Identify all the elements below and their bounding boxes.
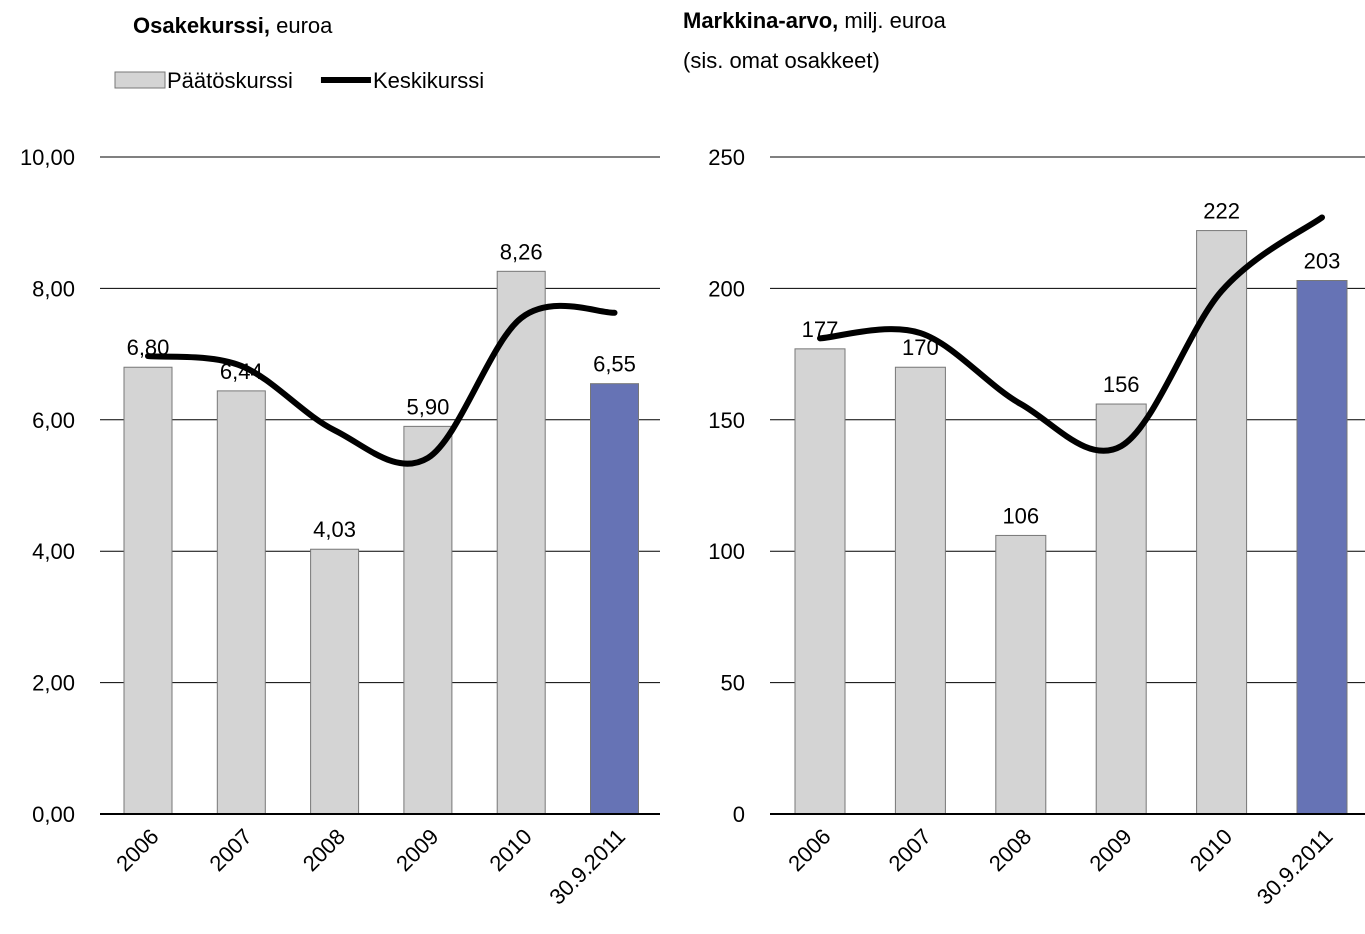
y-tick-label: 0 (733, 802, 745, 827)
y-tick-label: 0,00 (32, 802, 75, 827)
y-tick-label: 100 (708, 539, 745, 564)
data-label: 156 (1103, 372, 1140, 397)
y-tick-label: 150 (708, 408, 745, 433)
legend-label: Päätöskurssi (167, 68, 293, 93)
y-tick-label: 250 (708, 145, 745, 170)
y-tick-label: 10,00 (20, 145, 75, 170)
bar (1296, 280, 1348, 815)
x-tick-label: 2006 (111, 824, 163, 876)
x-tick-label: 2008 (298, 824, 350, 876)
bar (590, 383, 639, 815)
legend-swatch (114, 71, 166, 89)
y-tick-label: 6,00 (32, 408, 75, 433)
y-tick-label: 50 (721, 671, 745, 696)
bar (123, 366, 173, 815)
bar (216, 390, 266, 815)
data-label: 106 (1002, 503, 1039, 528)
y-tick-label: 200 (708, 276, 745, 301)
bar (1196, 230, 1248, 815)
y-tick-label: 4,00 (32, 539, 75, 564)
x-tick-label: 2009 (1084, 824, 1136, 876)
bar (894, 366, 946, 815)
bar (995, 534, 1047, 815)
y-tick-label: 8,00 (32, 276, 75, 301)
data-label: 222 (1203, 199, 1240, 224)
x-tick-label: 30.9.2011 (544, 824, 630, 910)
line (145, 302, 618, 467)
data-label: 177 (802, 317, 839, 342)
x-tick-label: 2008 (984, 824, 1036, 876)
data-label: 6,44 (220, 359, 263, 384)
bar (1095, 403, 1147, 815)
x-tick-label: 2007 (884, 824, 936, 876)
data-label: 8,26 (500, 239, 543, 264)
chart-title: Markkina-arvo, milj. euroa (683, 8, 947, 33)
x-tick-label: 30.9.2011 (1252, 824, 1338, 910)
data-label: 6,80 (127, 335, 170, 360)
x-tick-label: 2010 (484, 824, 536, 876)
chart-subtitle: (sis. omat osakkeet) (683, 48, 880, 73)
x-tick-label: 2007 (205, 824, 257, 876)
data-label: 6,55 (593, 352, 636, 377)
x-tick-label: 2006 (783, 824, 835, 876)
bar (310, 548, 360, 815)
y-tick-label: 2,00 (32, 671, 75, 696)
x-tick-label: 2009 (391, 824, 443, 876)
bar (794, 348, 846, 815)
x-tick-label: 2010 (1185, 824, 1237, 876)
bar (403, 425, 453, 815)
data-label: 4,03 (313, 517, 356, 542)
legend-label: Keskikurssi (373, 68, 484, 93)
line (817, 214, 1325, 454)
data-label: 5,90 (406, 394, 449, 419)
data-label: 170 (902, 335, 939, 360)
chart-title: Osakekurssi, euroa (133, 13, 333, 38)
data-label: 203 (1304, 249, 1341, 274)
bar (496, 270, 546, 815)
